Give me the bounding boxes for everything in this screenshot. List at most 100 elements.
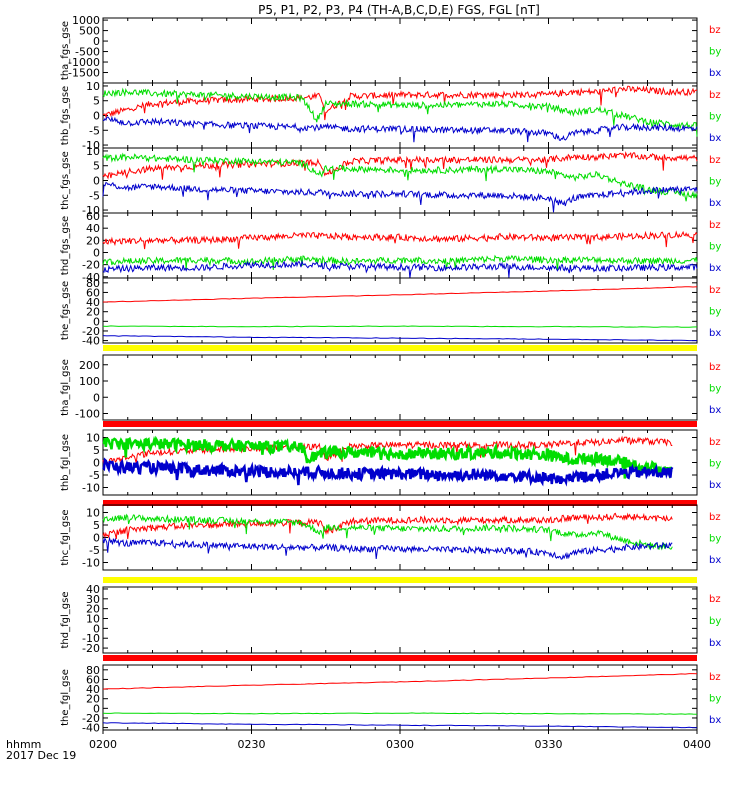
legend-bz: bz [709,25,721,36]
series-line-bx [102,259,698,279]
x-tick-label: 0400 [683,738,711,751]
y-tick-label: 0 [93,246,100,259]
series-line-by [102,513,673,551]
y-tick-label: 80 [86,277,100,290]
y-tick-label: 10 [86,145,100,158]
y-axis-label: the_fgl_gse [60,669,71,726]
y-tick-label: -20 [82,712,100,725]
y-tick-label: -40 [82,271,100,284]
legend-bx: bx [709,68,721,79]
legend-by: by [709,384,721,395]
y-tick-label: 0 [93,391,100,404]
status-bar-red [103,421,697,427]
legend-bz: bz [709,362,721,373]
y-tick-label: 40 [86,583,100,596]
legend-by: by [709,47,721,58]
y-axis-label: thd_fgl_gse [60,592,71,649]
series-line-by [102,712,698,715]
y-tick-label: -500 [75,46,100,59]
panel-frame [102,586,698,654]
legend-by: by [709,694,721,705]
panel-frame [102,664,698,731]
y-tick-label: 0 [93,35,100,48]
legend-bz: bz [709,285,721,296]
legend-bz: bz [709,437,721,448]
status-bar-red [103,655,697,661]
legend-bx: bx [709,480,721,491]
legend-by: by [709,307,721,318]
series-line-bx [102,722,698,729]
y-tick-label: -20 [82,259,100,272]
y-axis-label: the_fgs_gse [60,281,71,340]
footer-date: 2017 Dec 19 [6,749,76,762]
legend-by: by [709,534,721,545]
y-tick-label: 10 [86,432,100,445]
legend-by: by [709,242,721,253]
legend-bz: bz [709,672,721,683]
y-tick-label: 20 [86,234,100,247]
y-tick-label: -10 [82,139,100,152]
y-tick-label: -10 [82,632,100,645]
legend-by: by [709,616,721,627]
y-tick-label: 5 [93,95,100,108]
y-tick-label: 100 [79,375,100,388]
status-bar-yellow [103,577,697,583]
y-tick-label: 0 [93,622,100,635]
legend-bz: bz [709,220,721,231]
y-tick-label: -5 [89,469,100,482]
y-tick-label: 60 [86,673,100,686]
panel-thc_fgs_gse: 10 5 0-5 -10 thc_fgs_gse bz by bx [60,145,721,217]
y-tick-label: 0 [93,315,100,328]
y-tick-label: 20 [86,603,100,616]
y-axis-label: thb_fgl_gse [60,434,71,491]
panel-thb_fgs_gse: 10 5 0-5 -10 thb_fgs_gse bz by bx [60,80,721,152]
y-axis-label: tha_fgl_gse [60,359,71,416]
y-tick-label: 60 [86,286,100,299]
x-tick-label: 0330 [535,738,563,751]
y-tick-label: 5 [93,444,100,457]
y-tick-label: -1000 [68,56,100,69]
legend-bz: bz [709,155,721,166]
series-line-bx [102,115,698,143]
y-tick-label: -40 [82,335,100,348]
y-tick-label: 40 [86,296,100,309]
y-tick-label: 60 [86,210,100,223]
y-tick-label: 40 [86,683,100,696]
y-axis-label: thb_fgs_gse [60,86,71,145]
series-line-bx [102,335,697,342]
series-line-bz [102,512,673,540]
y-axis-label: tha_fgs_gse [60,21,71,80]
y-tick-label: -5 [89,124,100,137]
legend-by: by [709,459,721,470]
y-tick-label: 200 [79,359,100,372]
y-tick-label: -40 [82,722,100,735]
status-bar-red [103,500,697,506]
legend-bx: bx [709,328,721,339]
series-line-by [102,152,698,202]
legend-bz: bz [709,512,721,523]
panel-frame [102,17,698,84]
legend-by: by [709,112,721,123]
y-tick-label: -10 [82,557,100,570]
series-line-bz [102,230,698,250]
y-tick-label: -5 [89,189,100,202]
y-tick-label: 10 [86,80,100,93]
y-tick-label: -20 [82,325,100,338]
legend-bx: bx [709,638,721,649]
y-tick-label: 0 [93,457,100,470]
y-axis-label: thc_fgl_gse [60,509,71,565]
legend-bx: bx [709,198,721,209]
status-bar-yellow [103,345,697,351]
y-tick-label: 10 [86,613,100,626]
y-tick-label: 0 [93,175,100,188]
y-tick-label: 0 [93,702,100,715]
x-tick-label: 0200 [89,738,117,751]
x-tick-label: 0230 [238,738,266,751]
y-tick-label: -5 [89,544,100,557]
